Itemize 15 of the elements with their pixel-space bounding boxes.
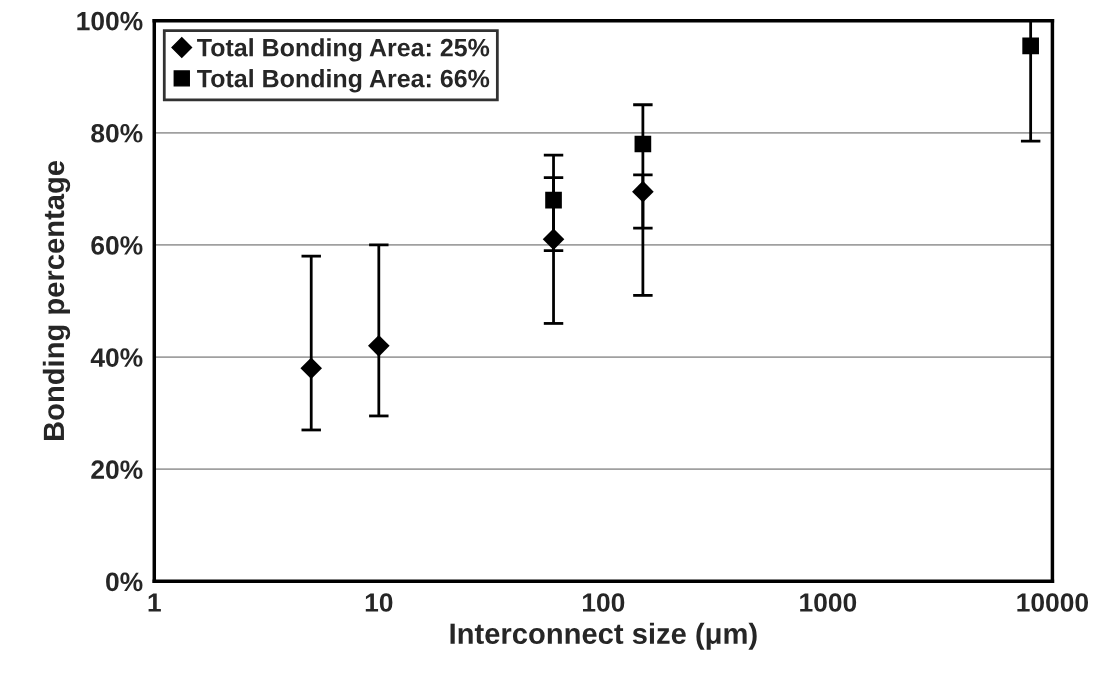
x-tick-label: 10 [365, 593, 393, 612]
x-tick-label: 1000 [800, 593, 857, 612]
y-tick-label: 20% [91, 460, 143, 480]
y-axis-title: Bonding percentage [42, 161, 71, 441]
x-tick-label: 1 [148, 593, 161, 612]
y-tick-label: 0% [106, 572, 143, 592]
x-tick-label: 10000 [1017, 593, 1089, 612]
y-tick-label: 60% [91, 236, 143, 255]
x-axis-title: Interconnect size (μm) [450, 622, 757, 650]
x-tick-label: 100 [582, 593, 625, 612]
legend-label: Total Bonding Area: 25% [197, 38, 490, 62]
y-tick-label: 100% [77, 11, 143, 31]
y-tick-label: 80% [91, 123, 143, 143]
y-tick-label: 40% [90, 348, 143, 367]
legend-label: Total Bonding Area: 66% [197, 69, 490, 93]
